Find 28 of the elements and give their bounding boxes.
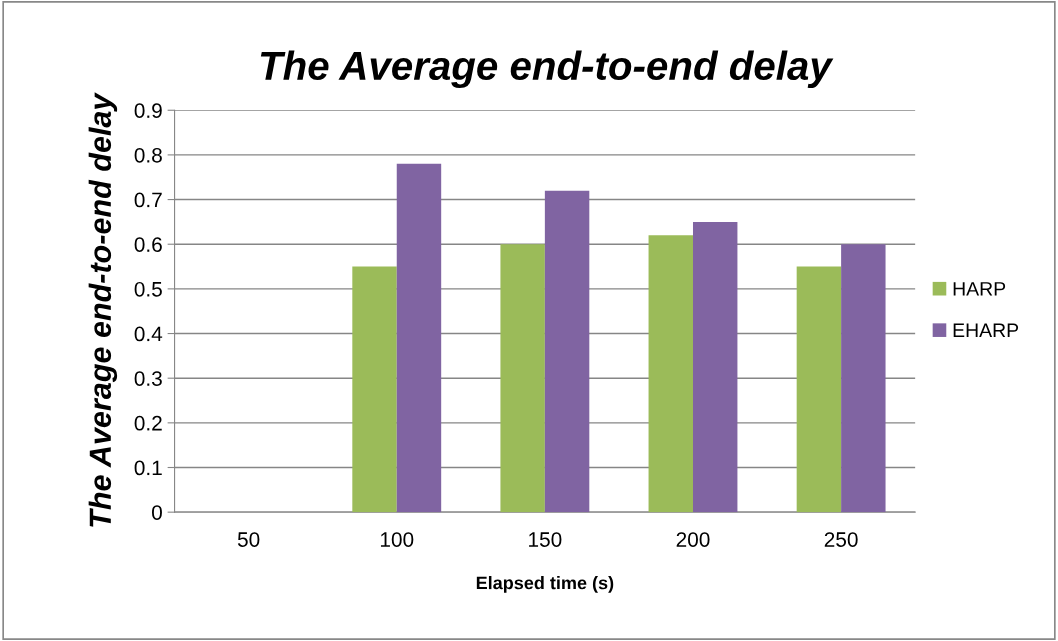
x-tick-label: 100 — [380, 532, 414, 547]
bar — [500, 244, 545, 513]
y-tick-label: 0.3 — [134, 371, 162, 386]
y-tick-label: 0.9 — [134, 103, 162, 119]
bar — [796, 266, 842, 513]
bar — [692, 221, 738, 513]
y-tick-label: 0 — [151, 505, 162, 520]
y-tick-label: 0.5 — [134, 281, 162, 297]
bar — [396, 163, 442, 513]
x-tick-label: 150 — [529, 532, 562, 547]
chart-title: The Average end-to-end delay — [260, 50, 834, 89]
x-tick-label: 200 — [676, 532, 710, 547]
bar — [841, 244, 886, 513]
bar — [544, 190, 590, 513]
y-tick-label: 0.8 — [134, 147, 162, 163]
y-tick-label: 0.4 — [134, 326, 163, 342]
bar — [352, 266, 397, 513]
y-tick-label: 0.7 — [134, 192, 162, 208]
y-tick-label: 0.1 — [134, 460, 162, 476]
y-axis-title: The Average end-to-end delay — [88, 92, 118, 527]
x-axis-title: Elapsed time (s) — [476, 576, 614, 593]
x-tick-label: 250 — [824, 532, 858, 547]
legend-label: EHARP — [953, 323, 1019, 337]
y-tick-label: 0.6 — [134, 237, 162, 252]
y-tick-label: 0.2 — [134, 415, 162, 431]
x-tick-label: 50 — [237, 532, 260, 547]
legend-label: HARP — [953, 282, 1006, 296]
bar — [648, 235, 693, 513]
